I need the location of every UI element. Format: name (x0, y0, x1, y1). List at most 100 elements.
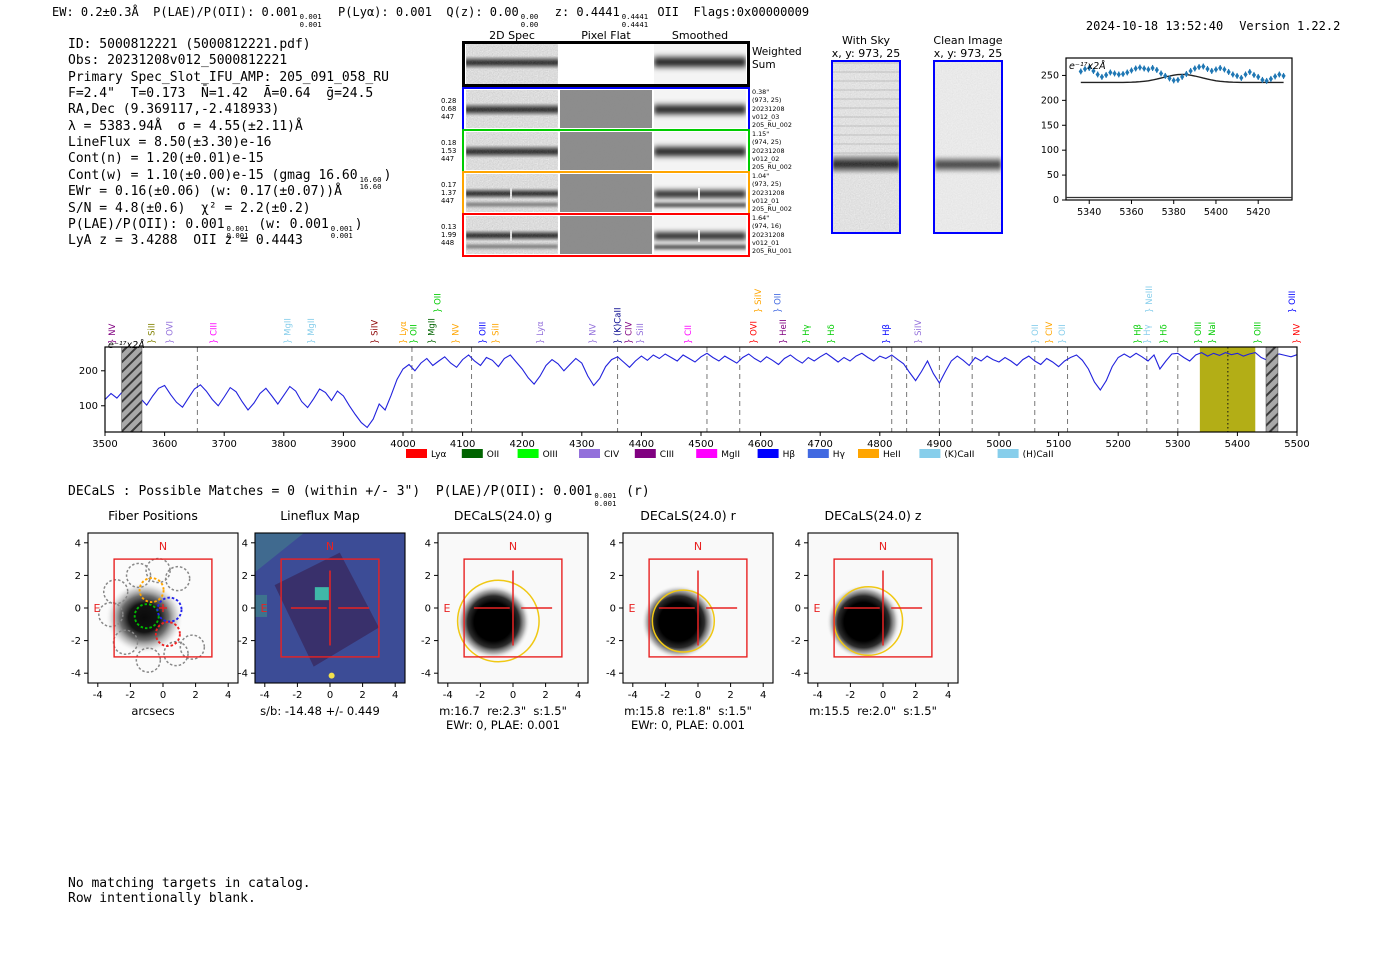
data-point-diamond (1209, 67, 1214, 75)
stack-lower: 0.001 (226, 231, 249, 241)
data-point-diamond (1167, 75, 1172, 82)
data-point-diamond (1158, 70, 1164, 77)
y-tick-label: 200 (79, 366, 98, 377)
emission-line-label: } SiII (491, 323, 501, 344)
data-point-diamond (1146, 66, 1151, 73)
y-tick-label: 2 (610, 571, 616, 582)
legend-label: Hγ (833, 450, 846, 460)
x-tick-label: -2 (292, 690, 302, 701)
legend-swatch (757, 449, 779, 458)
data-point-diamond (1201, 63, 1206, 70)
fiber-circle-colored (133, 603, 160, 630)
y-tick-label: -2 (606, 636, 616, 647)
data-point-diamond (1264, 77, 1269, 85)
fiber-circle-colored (156, 596, 183, 623)
full-spectrum-chart: 3500 3600 3700 3800 3900 4000 4100 4200 4300 4400… (79, 286, 1310, 460)
data-point-diamond (1154, 66, 1159, 74)
data-point-diamond (1256, 73, 1261, 81)
y-tick-label: 0 (1053, 195, 1059, 206)
north-label: N (509, 540, 517, 553)
report-meta: 2024-10-18 13:52:40 Version 1.22.2 (1057, 5, 1340, 47)
spec2d-row-border (462, 213, 750, 257)
spectrum-plot-frame (104, 346, 1298, 433)
withsky-title-line: With Sky (842, 34, 890, 47)
x-tick-label: 4700 (807, 439, 832, 450)
x-tick-label: 0 (880, 690, 886, 701)
x-tick-label: 5400 (1225, 439, 1250, 450)
text-segment: (r) (618, 484, 650, 499)
text-segment: ID: 5000812221 (5000812221.pdf) (68, 37, 311, 52)
data-point-diamond (1082, 65, 1088, 73)
row-left-label: 0.18 1.53 447 (441, 138, 457, 164)
x-tick-label: 5380 (1162, 207, 1186, 218)
row-left-label: 0.13 1.99 448 (441, 222, 457, 248)
x-tick-label: 5300 (1165, 439, 1190, 450)
stack-lower: 0.00 (520, 19, 539, 29)
text-segment: EWr = 0.16(±0.06) (w: 0.17(±0.07))Å (68, 184, 342, 200)
y-tick-label: -4 (71, 669, 81, 680)
x-tick-label: 0 (160, 690, 166, 701)
fiber-circle-colored (138, 577, 165, 604)
smoothed-image (654, 174, 746, 212)
legend-label: CIII (660, 450, 674, 460)
stacked-fraction: 0.001 0.001 (331, 225, 353, 240)
y-tick-label: 0 (610, 604, 616, 615)
emission-line-label: } OII (410, 324, 420, 344)
emission-line-label: } Hβ (1133, 324, 1143, 344)
y-tick-label: -2 (791, 636, 801, 647)
info-line: Cont(w) = 1.10(±0.00)e-15 (gmag 16.60 16.… (68, 168, 391, 191)
data-point-diamond (1222, 66, 1227, 73)
x-tick-label: 3900 (331, 439, 356, 450)
legend-swatch (997, 449, 1019, 458)
emission-line-label: } MgII (428, 318, 438, 344)
text-segment: S/N = 4.8(±0.6) χ² = 2.2(±0.2) (68, 200, 311, 216)
x-tick-label: -4 (260, 690, 270, 701)
stack-upper: 0.001 (299, 12, 322, 21)
data-point-diamond (1213, 66, 1219, 73)
emission-line-label: } Hγ (802, 324, 812, 344)
emission-line-label: } SiII (636, 323, 646, 344)
x-tick-label: -4 (628, 690, 638, 701)
text-segment: Cont(n) = 1.20(±0.01)e-15 (68, 151, 264, 167)
emission-slit (698, 229, 701, 242)
flux-units-annotation: e⁻¹⁷x2Å (108, 339, 145, 351)
x-tick-label: 0 (695, 690, 701, 701)
emission-line-label: } OII (434, 293, 444, 313)
withsky-image (831, 60, 901, 234)
spec2d-row-border (462, 41, 750, 87)
x-tick-label: -2 (845, 690, 855, 701)
text-segment: Primary Spec_Slot_IFU_AMP: 205_091_058_R… (68, 69, 389, 85)
stack-lower: 0.001 (299, 19, 322, 29)
ifu-box (113, 558, 213, 658)
panel-title-decals-g: DECaLS(24.0) g (453, 508, 553, 523)
emission-line-label: } Hγ (1143, 324, 1153, 344)
y-tick-label: 4 (795, 538, 801, 549)
x-tick-label: -2 (660, 690, 670, 701)
stacked-fraction: 16.60 16.60 (360, 176, 382, 191)
weighted-sum-line: Sum (752, 58, 776, 71)
legend-label: (K)CaII (944, 450, 974, 460)
panel-caption: m:16.7 re:2.3" s:1.5" (439, 704, 567, 718)
x-tick-label: 0 (327, 690, 333, 701)
ifu-box (463, 558, 563, 658)
y-tick-label: 50 (1047, 170, 1059, 181)
stack-lower: 16.60 (359, 182, 382, 192)
x-tick-label: 4 (392, 690, 398, 701)
north-label: N (159, 540, 167, 553)
data-point-diamond (1251, 71, 1257, 79)
east-label: E (94, 602, 101, 615)
spec2d-row-border (462, 129, 750, 173)
x-tick-label: 4 (760, 690, 766, 701)
x-tick-label: 5420 (1246, 207, 1270, 218)
data-point-diamond (1281, 72, 1286, 80)
panel-title-decals-z: DECaLS(24.0) z (824, 508, 922, 523)
x-tick-label: -4 (93, 690, 103, 701)
x-tick-label: 4900 (927, 439, 952, 450)
emission-line-label: } Hβ (882, 324, 892, 344)
stack-lower: 0.001 (330, 231, 353, 241)
y-tick-label: -4 (791, 669, 801, 680)
y-tick-label: 100 (1041, 145, 1059, 156)
emission-line-label: } MgII (283, 318, 293, 344)
x-tick-label: 5200 (1105, 439, 1130, 450)
emission-line-label: } OIII (478, 322, 488, 344)
